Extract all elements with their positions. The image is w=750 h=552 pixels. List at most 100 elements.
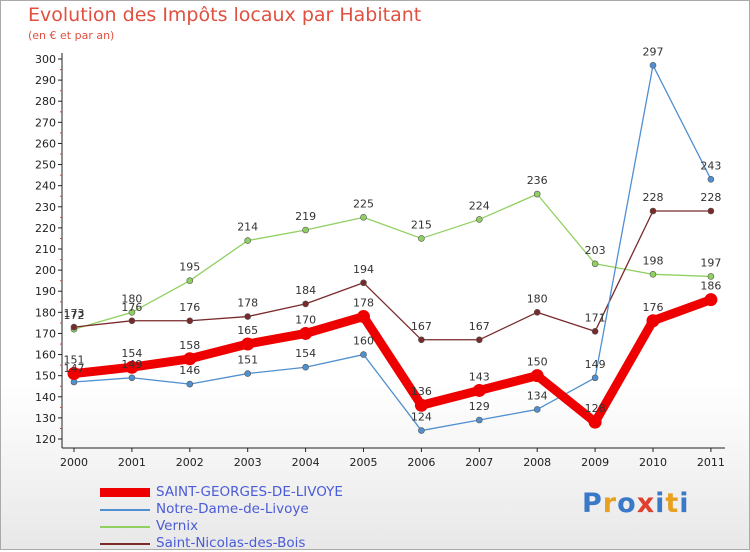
chart-title: Evolution des Impôts locaux par Habitant <box>28 4 422 26</box>
y-tick-label: 270 <box>35 116 56 129</box>
data-label-0: 143 <box>469 370 490 383</box>
data-point-1 <box>360 351 367 358</box>
data-point-2 <box>533 190 541 198</box>
data-label-1: 297 <box>643 45 664 58</box>
data-point-3 <box>591 328 599 335</box>
data-point-1 <box>244 370 251 377</box>
data-label-1: 134 <box>527 389 548 402</box>
data-label-3: 176 <box>179 301 200 314</box>
legend-label: SAINT-GEORGES-DE-LIVOYE <box>156 484 343 500</box>
data-label-3: 178 <box>237 297 258 310</box>
data-label-2: 225 <box>353 197 374 210</box>
data-label-0: 136 <box>411 385 432 398</box>
data-point-2 <box>128 309 136 316</box>
data-label-3: 228 <box>700 191 721 204</box>
data-point-0 <box>530 369 544 383</box>
x-tick-label: 2001 <box>118 456 146 469</box>
data-label-3: 167 <box>469 320 490 333</box>
data-point-2 <box>649 271 657 278</box>
y-tick-label: 300 <box>35 53 56 66</box>
data-point-0 <box>588 415 602 429</box>
logo-letter: i <box>655 488 666 519</box>
legend-swatch <box>100 508 150 511</box>
data-point-1 <box>649 62 657 69</box>
data-label-1: 149 <box>121 358 142 371</box>
data-label-1: 151 <box>237 354 258 367</box>
logo-letter: o <box>617 488 637 519</box>
x-tick-label: 2007 <box>465 456 493 469</box>
data-point-0 <box>472 383 486 397</box>
data-point-3 <box>302 300 309 308</box>
data-point-3 <box>707 207 715 215</box>
data-point-3 <box>244 313 251 320</box>
x-tick-label: 2011 <box>697 456 725 469</box>
data-point-1 <box>533 406 541 413</box>
y-tick-label: 260 <box>35 137 56 150</box>
series-line-1 <box>73 64 712 432</box>
data-point-0 <box>646 314 660 328</box>
data-point-2 <box>707 273 715 280</box>
x-tick-label: 2006 <box>407 456 435 469</box>
y-tick-label: 160 <box>35 349 56 362</box>
data-label-1: 124 <box>411 411 432 424</box>
series-layer <box>67 62 718 434</box>
series-line-3 <box>73 210 712 341</box>
data-label-1: 146 <box>179 364 200 377</box>
data-label-2: 195 <box>179 261 200 274</box>
data-label-1: 129 <box>469 400 490 413</box>
data-label-2: 215 <box>411 218 432 231</box>
data-point-3 <box>649 207 657 215</box>
y-tick-label: 220 <box>35 222 56 235</box>
data-point-3 <box>418 336 425 344</box>
data-label-3: 167 <box>411 320 432 333</box>
data-label-0: 165 <box>237 324 258 337</box>
data-label-2: 203 <box>585 244 606 257</box>
y-tick-label: 210 <box>35 243 56 256</box>
y-tick-label: 150 <box>35 370 56 383</box>
y-tick-label: 240 <box>35 180 56 193</box>
data-label-3: 194 <box>353 263 374 276</box>
data-label-0: 154 <box>121 347 142 360</box>
logo-letter: t <box>665 488 680 519</box>
data-label-1: 147 <box>64 362 85 375</box>
data-point-3 <box>128 317 136 325</box>
data-point-1 <box>302 363 309 371</box>
data-point-2 <box>418 235 425 242</box>
logo-letter: r <box>602 488 618 519</box>
data-label-3: 176 <box>121 301 142 314</box>
data-label-0: 150 <box>527 356 548 369</box>
data-point-3 <box>186 317 194 325</box>
data-label-2: 198 <box>643 254 664 267</box>
legend-swatch <box>100 525 150 528</box>
data-label-1: 160 <box>353 335 374 348</box>
data-label-1: 149 <box>585 358 606 371</box>
data-point-0 <box>357 310 370 324</box>
data-point-1 <box>418 427 425 434</box>
y-tick-label: 120 <box>35 433 56 446</box>
y-tick-label: 170 <box>35 327 56 340</box>
y-tick-label: 280 <box>35 95 56 108</box>
logo-letter: P <box>582 488 603 519</box>
y-tick-label: 290 <box>35 74 56 87</box>
data-label-0: 151 <box>64 354 85 367</box>
data-label-2: 214 <box>237 221 258 234</box>
data-label-2: 236 <box>527 174 548 187</box>
x-tick-label: 2004 <box>292 456 320 469</box>
data-label-1: 154 <box>295 347 316 360</box>
x-tick-label: 2000 <box>60 456 88 469</box>
data-point-0 <box>183 352 197 366</box>
data-point-3 <box>475 336 483 344</box>
data-label-0: 178 <box>353 297 374 310</box>
y-tick-label: 180 <box>35 306 56 319</box>
data-label-0: 128 <box>585 402 606 415</box>
data-label-2: 172 <box>64 309 85 322</box>
data-point-2 <box>475 216 483 223</box>
data-label-3: 180 <box>527 292 548 305</box>
data-point-0 <box>241 337 255 351</box>
data-label-2: 180 <box>121 292 142 305</box>
data-label-2: 219 <box>295 210 316 223</box>
y-tick-label: 230 <box>35 201 56 214</box>
y-tick-label: 250 <box>35 159 56 172</box>
data-point-0 <box>299 326 313 340</box>
